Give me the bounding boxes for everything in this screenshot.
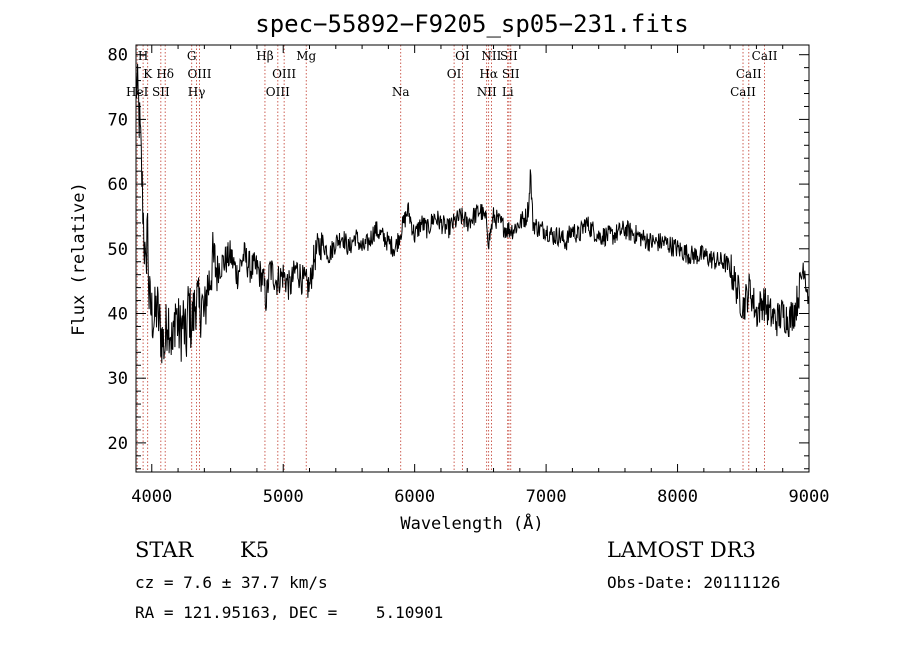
line-mark-label: SII [500, 49, 518, 63]
x-tick-label: 8000 [657, 487, 698, 507]
redshift-text: cz = 7.6 ± 37.7 km/s [135, 573, 328, 592]
line-mark-label: NII [481, 49, 501, 63]
y-tick-label: 80 [108, 46, 128, 66]
object-subclass: K5 [240, 538, 270, 562]
survey-name: LAMOST DR3 [607, 538, 756, 562]
x-tick-label: 7000 [526, 487, 567, 507]
line-mark-label: K [143, 67, 153, 81]
line-mark-label: CaII [730, 85, 756, 99]
line-mark-label: Hα [479, 67, 498, 81]
line-mark-label: H [138, 49, 148, 63]
y-tick-label: 50 [108, 240, 128, 260]
line-mark-label: G [187, 49, 197, 63]
line-mark-label: OIII [272, 67, 296, 81]
x-tick-label: 9000 [789, 487, 830, 507]
chart-title: spec−55892−F9205_sp05−231.fits [255, 10, 688, 38]
line-mark-label: Na [392, 85, 410, 99]
line-mark-label: OIII [266, 85, 290, 99]
line-mark-label: SII [502, 67, 520, 81]
x-tick-label: 4000 [131, 487, 172, 507]
y-tick-label: 60 [108, 175, 128, 195]
line-mark-label: CaII [752, 49, 778, 63]
series-layer [136, 63, 809, 364]
object-class: STAR [135, 538, 194, 562]
line-mark-label: SII [152, 85, 170, 99]
coordinates-text: RA = 121.95163, DEC = 5.10901 [135, 603, 444, 622]
line-mark-label: HeI [126, 85, 149, 99]
x-axis-label: Wavelength (Å) [400, 512, 543, 534]
y-tick-label: 30 [108, 369, 128, 389]
obs-date: Obs-Date: 20111126 [607, 573, 781, 592]
line-mark-label: OI [455, 49, 470, 63]
spectrum-line [136, 63, 809, 364]
y-tick-label: 70 [108, 110, 128, 130]
x-tick-label: 5000 [263, 487, 304, 507]
plot-frame [135, 44, 810, 473]
line-marks: HKHeIHδSIIGOIIIHγHβOIIIOIIIMgNaOIOINIIHα… [126, 45, 778, 472]
line-mark-label: CaII [736, 67, 762, 81]
x-tick-label: 6000 [394, 487, 435, 507]
line-mark-label: Hδ [156, 67, 174, 81]
line-mark-label: Li [502, 85, 514, 99]
axes: 4000 5000 6000 7000 8000 9000 20 30 40 50 60 70 80 [108, 45, 830, 507]
line-mark-label: OI [447, 67, 462, 81]
y-tick-label: 40 [108, 304, 128, 324]
line-mark-label: Mg [296, 49, 316, 63]
line-mark-label: Hβ [256, 49, 273, 63]
y-tick-label: 20 [108, 434, 128, 454]
y-axis-label: Flux (relative) [69, 182, 89, 336]
line-mark-label: OIII [187, 67, 211, 81]
line-mark-label: Hγ [188, 85, 206, 99]
line-mark-label: NII [477, 85, 497, 99]
